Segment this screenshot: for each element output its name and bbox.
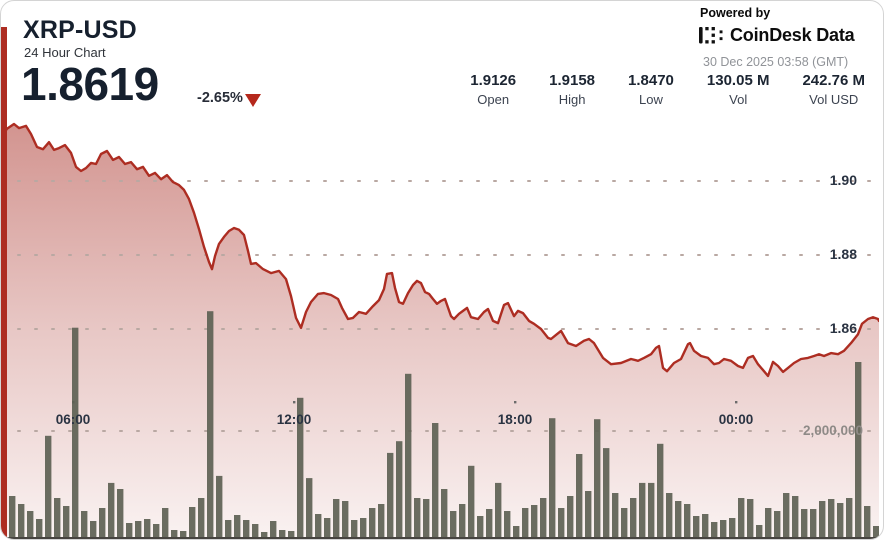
- stat-low-label: Low: [639, 92, 663, 107]
- stat-vol-label: Vol: [729, 92, 748, 107]
- price-down-triangle-icon: [245, 94, 261, 107]
- stat-vol-usd: 242.76 M Vol USD: [802, 72, 865, 107]
- current-price: 1.8619: [21, 58, 159, 110]
- chart-range-subtitle: 24 Hour Chart: [24, 45, 106, 60]
- stat-low: 1.8470 Low: [628, 72, 674, 107]
- stat-open-label: Open: [477, 92, 510, 107]
- stat-low-value: 1.8470: [628, 72, 674, 89]
- stat-vol-usd-value: 242.76 M: [802, 72, 865, 89]
- price-change-percent: -2.65%: [197, 90, 243, 106]
- stats-row: 1.9126 Open 1.9158 High 1.8470 Low 130.0…: [470, 72, 865, 107]
- stat-vol-value: 130.05 M: [706, 72, 770, 89]
- powered-by-label: Powered by: [700, 6, 771, 20]
- coindesk-logo-text: CoinDesk Data: [730, 25, 855, 45]
- coindesk-data-logo[interactable]: CoinDesk Data: [699, 25, 855, 46]
- stat-open: 1.9126 Open: [470, 72, 516, 107]
- stat-high: 1.9158 High: [549, 72, 595, 107]
- timestamp: 30 Dec 2025 03:58 (GMT): [703, 55, 849, 69]
- stat-vol: 130.05 M Vol: [707, 72, 770, 107]
- symbol-title: XRP-USD: [23, 16, 137, 44]
- coindesk-logo-icon: [699, 27, 723, 44]
- stat-high-value: 1.9158: [549, 72, 596, 89]
- stat-high-label: High: [558, 92, 586, 107]
- stat-open-value: 1.9126: [470, 72, 517, 89]
- stat-vol-usd-label: Vol USD: [809, 92, 859, 107]
